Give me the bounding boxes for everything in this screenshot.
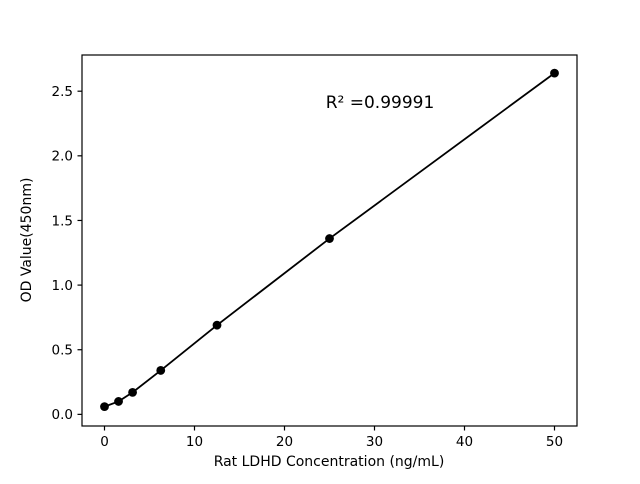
x-tick-label: 30 xyxy=(366,434,383,450)
data-point xyxy=(114,397,123,406)
x-tick-label: 50 xyxy=(546,434,563,450)
x-tick-label: 40 xyxy=(456,434,473,450)
y-tick-label: 2.0 xyxy=(52,149,73,165)
x-tick-label: 0 xyxy=(100,434,109,450)
x-axis-label: Rat LDHD Concentration (ng/mL) xyxy=(214,454,445,470)
y-tick-label: 0.0 xyxy=(52,407,73,423)
y-axis-label: OD Value(450nm) xyxy=(19,178,35,303)
y-tick-label: 2.5 xyxy=(52,84,73,100)
y-tick-label: 1.5 xyxy=(52,213,73,229)
data-point xyxy=(212,320,222,330)
data-point xyxy=(550,68,559,78)
x-tick-label: 20 xyxy=(276,434,293,450)
data-point xyxy=(325,234,334,243)
y-tick-label: 1.0 xyxy=(52,278,73,294)
data-point xyxy=(128,387,137,397)
r-squared-annotation: R² =0.99991 xyxy=(326,93,435,113)
plot-area xyxy=(81,54,578,427)
y-tick-label: 0.5 xyxy=(52,343,73,359)
data-point xyxy=(156,366,166,375)
x-tick-label: 10 xyxy=(186,434,203,450)
data-point xyxy=(100,402,109,412)
